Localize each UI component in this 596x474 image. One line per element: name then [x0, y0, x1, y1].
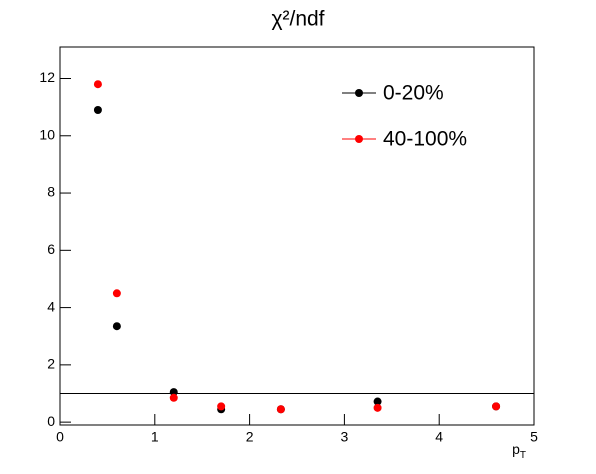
x-label-main: p — [512, 441, 520, 457]
data-point — [112, 322, 121, 331]
data-point — [93, 106, 102, 114]
data-point — [492, 402, 501, 411]
x-tick-label: 0 — [56, 429, 64, 445]
x-label-sub: T — [520, 450, 526, 461]
legend-marker — [355, 89, 363, 97]
y-tick-label: 12 — [39, 69, 55, 85]
x-tick-label: 3 — [341, 429, 349, 445]
y-tick-label: 6 — [47, 241, 55, 257]
x-axis-label: pT — [512, 441, 526, 461]
y-tick-label: 0 — [47, 413, 55, 429]
chart-title: χ²/ndf — [271, 8, 324, 31]
x-tick-label: 1 — [151, 429, 159, 445]
data-point — [112, 289, 121, 298]
x-tick-label: 2 — [246, 429, 254, 445]
data-point — [276, 405, 285, 414]
data-point — [169, 393, 178, 402]
x-tick-label: 5 — [530, 429, 538, 445]
data-point — [217, 402, 226, 411]
plot-frame — [59, 46, 535, 426]
data-point — [373, 403, 382, 412]
legend-label: 40-100% — [383, 128, 467, 151]
data-point — [169, 388, 178, 397]
y-tick-label: 8 — [47, 184, 55, 200]
y-tick-label: 10 — [39, 126, 55, 142]
data-point — [373, 397, 382, 406]
legend-label: 0-20% — [383, 82, 444, 105]
x-tick-label: 4 — [435, 429, 443, 445]
legend-marker — [355, 135, 363, 143]
y-tick-label: 2 — [47, 356, 55, 372]
data-point — [93, 80, 102, 89]
y-tick-label: 4 — [47, 298, 55, 314]
